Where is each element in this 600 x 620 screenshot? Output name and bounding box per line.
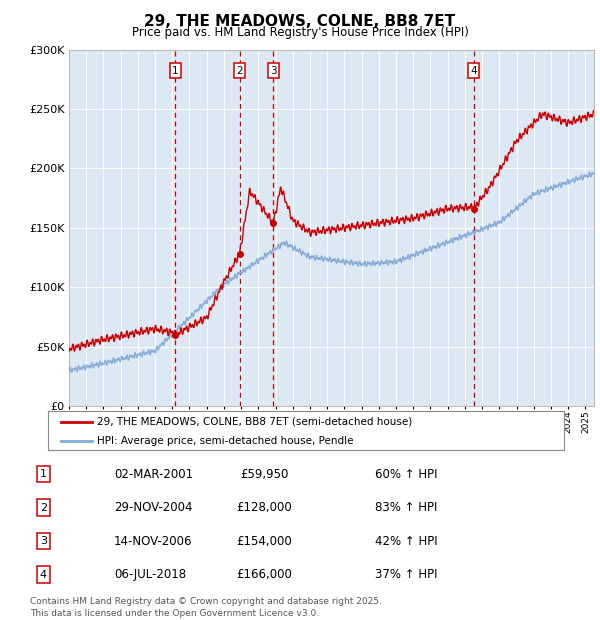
Text: £59,950: £59,950 (240, 467, 288, 481)
Text: 06-JUL-2018: 06-JUL-2018 (114, 568, 186, 581)
Text: 4: 4 (40, 570, 47, 580)
Text: 42% ↑ HPI: 42% ↑ HPI (375, 534, 437, 547)
Text: Contains HM Land Registry data © Crown copyright and database right 2025.
This d: Contains HM Land Registry data © Crown c… (30, 597, 382, 618)
Text: 29, THE MEADOWS, COLNE, BB8 7ET (semi-detached house): 29, THE MEADOWS, COLNE, BB8 7ET (semi-de… (97, 417, 412, 427)
Text: £128,000: £128,000 (236, 501, 292, 514)
Text: Price paid vs. HM Land Registry's House Price Index (HPI): Price paid vs. HM Land Registry's House … (131, 26, 469, 39)
Text: HPI: Average price, semi-detached house, Pendle: HPI: Average price, semi-detached house,… (97, 436, 353, 446)
Text: 1: 1 (40, 469, 47, 479)
Text: £166,000: £166,000 (236, 568, 292, 581)
Text: 29-NOV-2004: 29-NOV-2004 (114, 501, 193, 514)
Text: 3: 3 (270, 66, 277, 76)
Text: 2: 2 (40, 503, 47, 513)
Text: 3: 3 (40, 536, 47, 546)
Text: £154,000: £154,000 (236, 534, 292, 547)
Text: 02-MAR-2001: 02-MAR-2001 (114, 467, 193, 481)
Text: 2: 2 (236, 66, 243, 76)
Text: 60% ↑ HPI: 60% ↑ HPI (375, 467, 437, 481)
Text: 1: 1 (172, 66, 179, 76)
Text: 4: 4 (470, 66, 477, 76)
Text: 37% ↑ HPI: 37% ↑ HPI (375, 568, 437, 581)
Text: 83% ↑ HPI: 83% ↑ HPI (375, 501, 437, 514)
Text: 14-NOV-2006: 14-NOV-2006 (114, 534, 193, 547)
Text: 29, THE MEADOWS, COLNE, BB8 7ET: 29, THE MEADOWS, COLNE, BB8 7ET (145, 14, 455, 29)
